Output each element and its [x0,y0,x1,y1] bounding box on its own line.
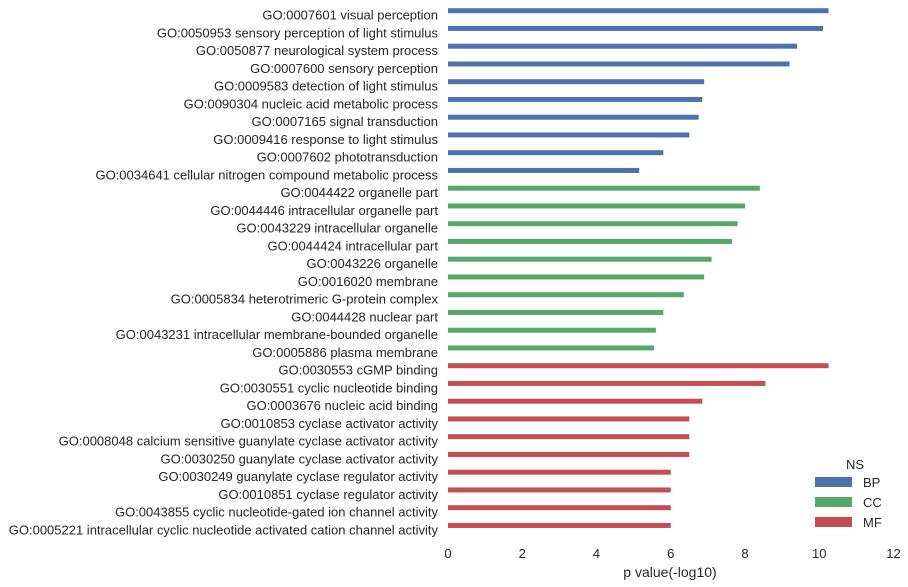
bar-mf [448,416,690,422]
legend: NS BP CC MF [815,457,882,530]
bar-cc [448,256,712,262]
bar-mf [448,398,703,404]
x-tick-label: 6 [667,546,674,561]
category-label: GO:0043231 intracellular membrane-bounde… [116,327,438,342]
bar-cc [448,221,738,227]
x-axis-title: p value(-log10) [623,564,716,580]
category-label: GO:0005221 intracellular cyclic nucleoti… [9,522,439,537]
bar-cc [448,185,760,191]
category-label: GO:0016020 membrane [298,274,438,289]
category-label: GO:0030249 guanylate cyclase regulator a… [158,469,438,484]
bar-cc [448,345,655,351]
legend-swatch-cc [815,497,852,507]
category-label: GO:0050953 sensory perception of light s… [157,25,439,40]
bar-cc [448,203,745,209]
bar-bp [448,43,797,49]
category-label: GO:0010851 cyclase regulator activity [218,487,438,502]
category-label: GO:0044446 intracellular organelle part [210,203,438,218]
bar-mf [448,487,671,493]
category-labels: GO:0007601 visual perception GO:0050953 s… [9,8,439,538]
bar-mf [448,451,690,457]
category-label: GO:0030250 guanylate cyclase activator a… [161,451,439,466]
bar-cc [448,238,733,244]
bar-mf [448,469,671,475]
category-label: GO:0007600 sensory perception [250,61,438,76]
x-tick-label: 10 [812,546,826,561]
category-label: GO:0043855 cyclic nucleotide-gated ion c… [115,505,439,520]
legend-label-mf: MF [863,515,882,530]
bar-bp [448,79,705,85]
bar-bp [448,8,829,14]
category-label: GO:0044422 organelle part [280,185,438,200]
bar-bp [448,61,790,67]
bar-bp [448,132,690,138]
category-label: GO:0010853 cyclase activator activity [221,416,439,431]
category-label: GO:0050877 neurological system process [196,43,439,58]
category-label: GO:0034641 cellular nitrogen compound me… [95,167,438,182]
category-label: GO:0043229 intracellular organelle [236,221,438,236]
category-label: GO:0003676 nucleic acid binding [246,398,438,413]
category-label: GO:0007602 phototransduction [257,150,438,165]
legend-swatch-bp [815,477,852,487]
bar-mf [448,363,829,369]
category-label: GO:0007165 signal transduction [252,114,438,129]
legend-title: NS [846,457,864,472]
category-label: GO:0005886 plasma membrane [252,345,438,360]
bar-mf [448,380,766,386]
bar-bp [448,25,823,31]
bar-cc [448,327,656,333]
category-label: GO:0005834 heterotrimeric G-protein comp… [171,292,439,307]
category-label: GO:0008048 calcium sensitive guanylate c… [59,434,439,449]
x-axis-ticks: 0 2 4 6 8 10 12 [444,546,900,561]
x-tick-label: 4 [593,546,600,561]
legend-swatch-mf [815,517,852,527]
category-label: GO:0044424 intracellular part [267,238,438,253]
category-label: GO:0043226 organelle [306,256,438,271]
x-tick-label: 0 [444,546,451,561]
category-label: GO:0009416 response to light stimulus [213,132,438,147]
bar-bp [448,150,664,156]
bar-mf [448,505,671,511]
bar-cc [448,274,705,280]
bar-mf [448,434,690,440]
category-label: GO:0044428 nuclear part [291,309,438,324]
bar-cc [448,292,684,298]
legend-label-bp: BP [863,475,880,490]
bar-mf [448,522,671,528]
x-tick-label: 12 [886,546,900,561]
bar-bp [448,167,640,173]
bar-cc [448,309,664,315]
bar-bp [448,114,699,120]
legend-label-cc: CC [863,495,882,510]
x-tick-label: 2 [519,546,526,561]
bars [448,8,829,528]
category-label: GO:0030553 cGMP binding [279,363,438,378]
category-label: GO:0007601 visual perception [262,8,438,23]
category-label: GO:0030551 cyclic nucleotide binding [220,380,438,395]
category-label: GO:0009583 detection of light stimulus [214,79,439,94]
category-label: GO:0090304 nucleic acid metabolic proces… [184,96,439,111]
bar-bp [448,96,703,102]
x-tick-label: 8 [741,546,748,561]
